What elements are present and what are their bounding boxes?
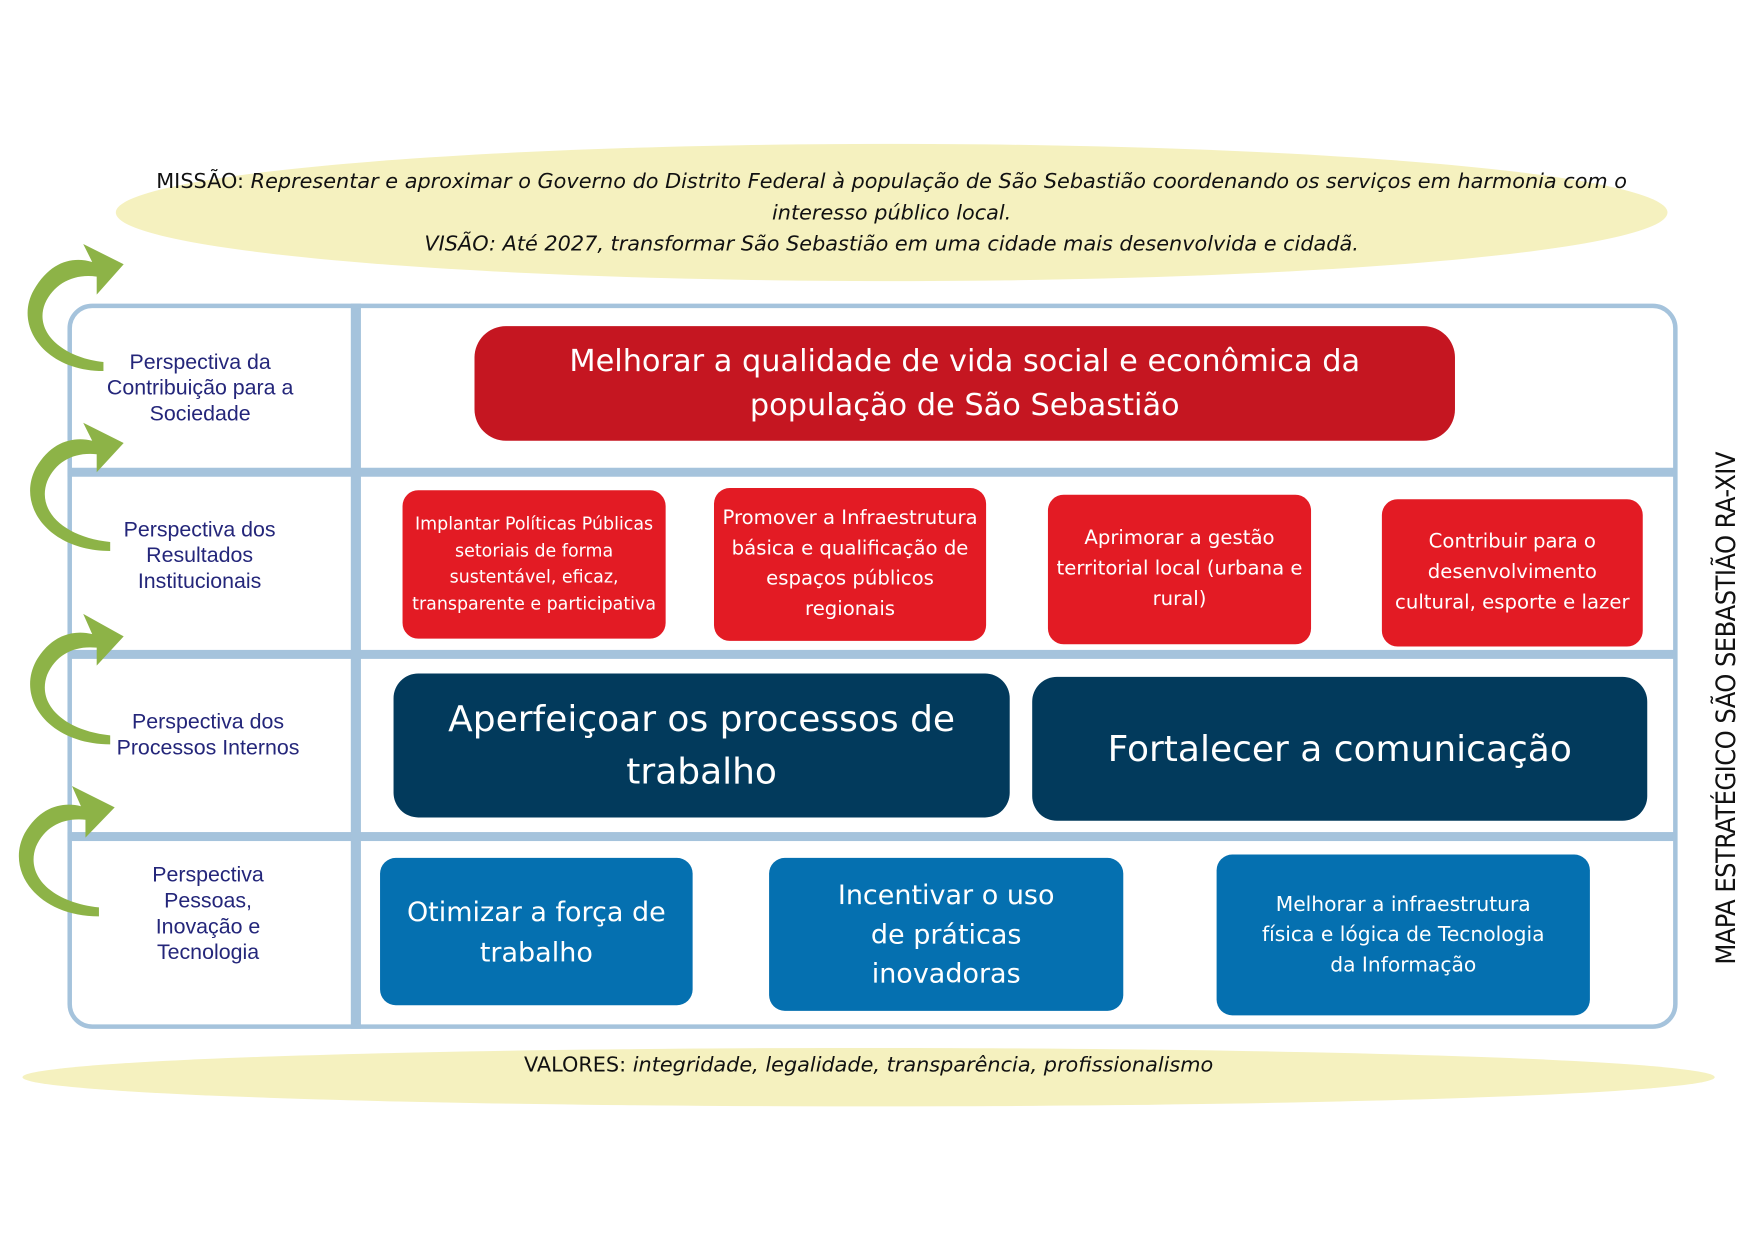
perspective-society: Perspectiva da Contribuição para a Socie… (106, 350, 294, 427)
perspective-processes: Perspectiva dos Processos Internos (116, 710, 300, 761)
values-banner: VALORES: integridade, legalidade, transp… (22, 1047, 1715, 1107)
vision-text: VISÃO: Até 2027, transformar São Sebasti… (424, 232, 1359, 257)
column-divider (350, 303, 361, 1029)
side-title: MAPA ESTRATÉGICO SÃO SEBASTIÃO RA-XIV (1710, 452, 1742, 965)
values-text: integridade, legalidade, transparência, … (632, 1053, 1214, 1078)
perspective-people: Perspectiva Pessoas, Inovação e Tecnolog… (152, 863, 264, 965)
objective-quality-of-life: Melhorar a qualidade de vida social e ec… (474, 326, 1455, 441)
mission-text: Representar e aproximar o Governo do Dis… (250, 169, 1628, 225)
row-divider (67, 832, 1676, 842)
objective-workforce: Otimizar a força de trabalho (380, 857, 693, 1006)
objective-territorial-management: Aprimorar a gestão territorial local (ur… (1047, 494, 1312, 645)
objective-infrastructure: Promover a Infraestrutura básica e quali… (713, 487, 987, 641)
arrows-layer (18, 243, 124, 917)
curved-arrow-icon (30, 422, 124, 551)
objective-work-processes: Aperfeiçoar os processos de trabalho (393, 673, 1010, 818)
values-label: VALORES: (523, 1053, 627, 1078)
row-divider (67, 467, 1676, 477)
objective-culture-sports: Contribuir para o desenvolvimento cultur… (1381, 499, 1643, 647)
curved-arrow-icon (30, 613, 124, 745)
curved-arrow-icon (18, 785, 115, 917)
objective-public-policies: Implantar Políticas Públicas setoriais d… (402, 490, 666, 639)
objective-it-infrastructure: Melhorar a infraestrutura física e lógic… (1216, 854, 1590, 1016)
perspective-results: Perspectiva dos Resultados Institucionai… (123, 518, 276, 594)
objective-innovation: Incentivar o uso de práticas inovadoras (769, 857, 1124, 1011)
mission-vision-banner: MISSÃO: Representar e aproximar o Govern… (115, 143, 1668, 282)
mission-label: MISSÃO: (156, 169, 244, 194)
row-divider (67, 649, 1676, 659)
perspective-grid (67, 303, 1678, 1029)
objective-communication: Fortalecer a comunicação (1032, 676, 1648, 821)
curved-arrow-icon (27, 243, 124, 372)
